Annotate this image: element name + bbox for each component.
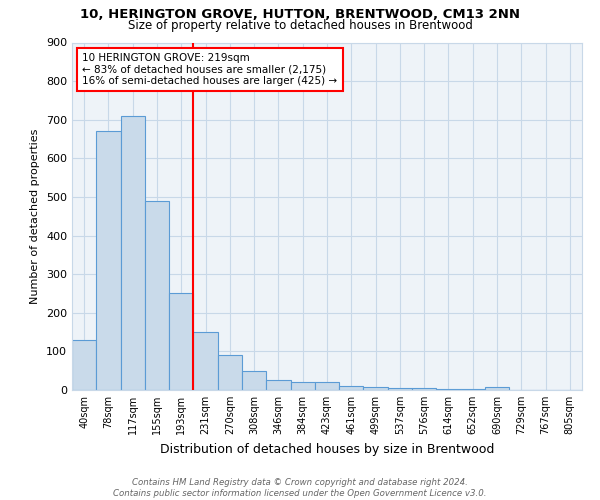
Bar	[169, 294, 193, 390]
Bar	[96, 132, 121, 390]
Bar	[121, 116, 145, 390]
Bar	[290, 382, 315, 390]
X-axis label: Distribution of detached houses by size in Brentwood: Distribution of detached houses by size …	[160, 442, 494, 456]
Y-axis label: Number of detached properties: Number of detached properties	[31, 128, 40, 304]
Bar	[461, 389, 485, 390]
Bar	[315, 382, 339, 390]
Text: 10, HERINGTON GROVE, HUTTON, BRENTWOOD, CM13 2NN: 10, HERINGTON GROVE, HUTTON, BRENTWOOD, …	[80, 8, 520, 20]
Bar	[364, 387, 388, 390]
Bar	[72, 340, 96, 390]
Text: Contains HM Land Registry data © Crown copyright and database right 2024.
Contai: Contains HM Land Registry data © Crown c…	[113, 478, 487, 498]
Bar	[339, 386, 364, 390]
Bar	[388, 388, 412, 390]
Bar	[412, 388, 436, 390]
Bar	[242, 370, 266, 390]
Text: Size of property relative to detached houses in Brentwood: Size of property relative to detached ho…	[128, 19, 472, 32]
Bar	[145, 201, 169, 390]
Bar	[193, 332, 218, 390]
Bar	[436, 389, 461, 390]
Text: 10 HERINGTON GROVE: 219sqm
← 83% of detached houses are smaller (2,175)
16% of s: 10 HERINGTON GROVE: 219sqm ← 83% of deta…	[82, 53, 337, 86]
Bar	[218, 355, 242, 390]
Bar	[485, 387, 509, 390]
Bar	[266, 380, 290, 390]
